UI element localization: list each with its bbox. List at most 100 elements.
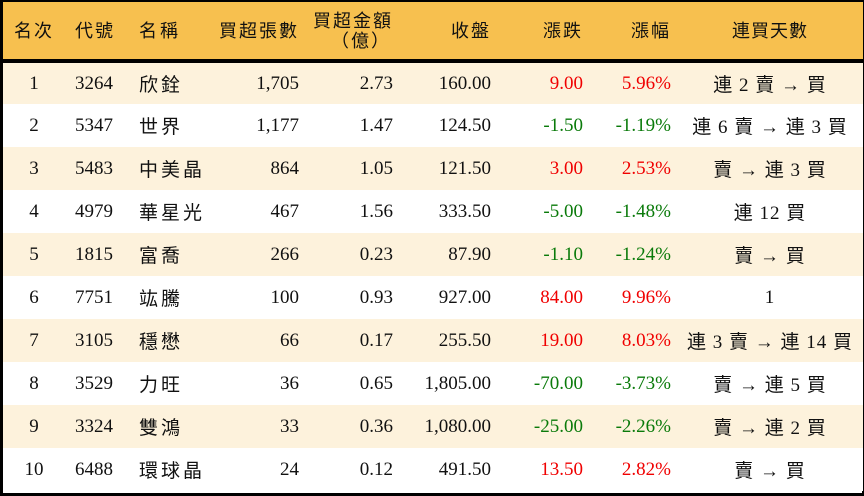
code-cell: 1815: [75, 243, 113, 265]
name-cell: 竑騰: [139, 289, 184, 310]
close-cell: 160.00: [438, 72, 491, 94]
header-change-pct: 漲幅: [589, 2, 677, 63]
table-row[interactable]: 8 3529 力旺 36 0.65 1,805.00 -70.00 -3.73%…: [3, 362, 863, 405]
net-buy-amount-cell: 1.05: [359, 157, 393, 179]
change-pct-cell: -1.24%: [615, 243, 671, 265]
table-row[interactable]: 9 3324 雙鴻 33 0.36 1,080.00 -25.00 -2.26%…: [3, 405, 863, 448]
change-pct-cell: 2.82%: [621, 458, 671, 480]
name-cell: 華星光: [139, 203, 206, 224]
net-buy-lots-cell: 1,177: [256, 114, 299, 136]
table-row[interactable]: 10 6488 環球晶 24 0.12 491.50 13.50 2.82% 賣…: [3, 448, 863, 491]
change-pct-cell: -1.48%: [615, 200, 671, 222]
net-buy-lots-cell: 36: [280, 372, 299, 394]
code-cell: 3529: [75, 372, 113, 394]
code-cell: 3324: [75, 415, 113, 437]
header-net-buy-amount-line2: （億）: [331, 30, 391, 51]
buy-streak-cell: 賣 → 連 3 買: [713, 160, 827, 181]
header-rank: 名次: [3, 2, 65, 63]
net-buy-amount-cell: 0.12: [359, 458, 393, 480]
change-pct-cell: -3.73%: [615, 372, 671, 394]
net-buy-lots-cell: 266: [270, 243, 300, 265]
name-cell: 環球晶: [139, 461, 206, 482]
code-cell: 5483: [75, 157, 113, 179]
net-buy-amount-cell: 1.56: [359, 200, 393, 222]
change-cell: -1.10: [543, 243, 583, 265]
buy-streak-cell: 賣 → 買: [734, 461, 806, 482]
table-row[interactable]: 4 4979 華星光 467 1.56 333.50 -5.00 -1.48% …: [3, 190, 863, 233]
change-pct-cell: -1.19%: [615, 114, 671, 136]
change-pct-cell: 9.96%: [621, 286, 671, 308]
code-cell: 3105: [75, 329, 113, 351]
change-cell: 19.00: [540, 329, 583, 351]
close-cell: 87.90: [448, 243, 491, 265]
close-cell: 1,805.00: [424, 372, 492, 394]
code-cell: 4979: [75, 200, 113, 222]
rank-cell: 3: [29, 157, 39, 179]
net-buy-amount-cell: 0.23: [359, 243, 393, 265]
net-buy-amount-cell: 2.73: [359, 72, 393, 94]
header-net-buy-lots: 買超張數: [213, 2, 305, 63]
change-cell: 9.00: [549, 72, 583, 94]
name-cell: 穩懋: [139, 332, 184, 353]
code-cell: 3264: [75, 72, 113, 94]
code-cell: 7751: [75, 286, 113, 308]
name-cell: 中美晶: [139, 160, 206, 181]
header-net-buy-amount: 買超金額 （億）: [305, 2, 399, 63]
table-row[interactable]: 5 1815 富喬 266 0.23 87.90 -1.10 -1.24% 賣 …: [3, 233, 863, 276]
header-close: 收盤: [399, 2, 497, 63]
rank-cell: 5: [29, 243, 39, 265]
name-cell: 世界: [139, 117, 184, 138]
code-cell: 5347: [75, 114, 113, 136]
name-cell: 雙鴻: [139, 418, 184, 439]
rank-cell: 9: [29, 415, 39, 437]
change-cell: -70.00: [533, 372, 583, 394]
close-cell: 333.50: [438, 200, 491, 222]
close-cell: 255.50: [438, 329, 491, 351]
net-buy-amount-cell: 0.17: [359, 329, 393, 351]
rank-cell: 2: [29, 114, 39, 136]
rank-cell: 7: [29, 329, 39, 351]
close-cell: 124.50: [438, 114, 491, 136]
change-cell: -25.00: [533, 415, 583, 437]
table-row[interactable]: 7 3105 穩懋 66 0.17 255.50 19.00 8.03% 連 3…: [3, 319, 863, 362]
header-buy-streak: 連買天數: [677, 2, 863, 63]
close-cell: 121.50: [438, 157, 491, 179]
change-cell: 84.00: [540, 286, 583, 308]
net-buy-lots-cell: 66: [280, 329, 299, 351]
change-cell: -1.50: [543, 114, 583, 136]
code-cell: 6488: [75, 458, 113, 480]
name-cell: 力旺: [139, 375, 184, 396]
net-buy-amount-cell: 0.93: [359, 286, 393, 308]
change-pct-cell: -2.26%: [615, 415, 671, 437]
close-cell: 491.50: [438, 458, 491, 480]
table-row[interactable]: 6 7751 竑騰 100 0.93 927.00 84.00 9.96% 1: [3, 276, 863, 319]
net-buy-lots-cell: 33: [280, 415, 299, 437]
header-net-buy-amount-line1: 買超金額: [313, 10, 393, 31]
rank-cell: 4: [29, 200, 39, 222]
buy-streak-cell: 連 3 賣 → 連 14 買: [686, 332, 853, 353]
table-row[interactable]: 2 5347 世界 1,177 1.47 124.50 -1.50 -1.19%…: [3, 104, 863, 147]
net-buy-amount-cell: 0.65: [359, 372, 393, 394]
net-buy-lots-cell: 100: [270, 286, 300, 308]
change-pct-cell: 8.03%: [621, 329, 671, 351]
close-cell: 1,080.00: [424, 415, 492, 437]
rank-cell: 10: [24, 458, 44, 480]
change-pct-cell: 5.96%: [621, 72, 671, 94]
buy-streak-cell: 賣 → 連 2 買: [713, 418, 827, 439]
table-row[interactable]: 3 5483 中美晶 864 1.05 121.50 3.00 2.53% 賣 …: [3, 147, 863, 190]
change-cell: -5.00: [543, 200, 583, 222]
net-buy-lots-cell: 24: [280, 458, 299, 480]
name-cell: 富喬: [139, 246, 184, 267]
buy-streak-cell: 賣 → 連 5 買: [713, 375, 827, 396]
net-buy-lots-cell: 864: [270, 157, 300, 179]
table-row[interactable]: 1 3264 欣銓 1,705 2.73 160.00 9.00 5.96% 連…: [3, 61, 863, 104]
rank-cell: 6: [29, 286, 39, 308]
change-pct-cell: 2.53%: [621, 157, 671, 179]
buy-streak-cell: 連 6 賣 → 連 3 買: [692, 117, 848, 138]
net-buy-ranking-table: 名次 代號 名稱 買超張數 買超金額 （億） 收盤 漲跌 漲幅 連買天數 1 3…: [3, 2, 863, 491]
change-cell: 3.00: [549, 157, 583, 179]
close-cell: 927.00: [438, 286, 491, 308]
change-cell: 13.50: [540, 458, 583, 480]
buy-streak-cell: 連 12 買: [733, 203, 807, 224]
